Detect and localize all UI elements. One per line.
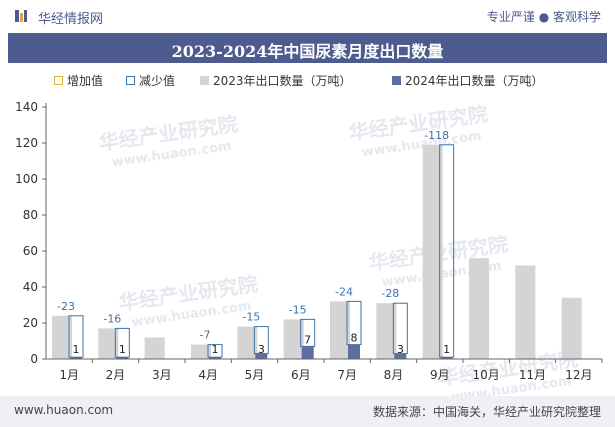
bar-2023 (376, 303, 397, 359)
x-tick-label: 9月 (430, 368, 450, 382)
legend-item-increase: 增加值 (54, 72, 103, 89)
data-label-2024: 8 (351, 332, 358, 345)
y-axis: 0 20 40 60 80 100 120 140 (15, 100, 47, 366)
series-2024-swatch-icon (392, 76, 401, 85)
x-tick-label: 11月 (519, 368, 546, 382)
bar-2024 (209, 357, 221, 359)
x-tick-label: 5月 (245, 368, 265, 382)
bar-2023 (52, 315, 72, 359)
bar-2023 (515, 265, 536, 359)
footer: www.huaon.com 数据来源：中国海关，华经产业研究院整理 (0, 396, 615, 427)
bar-2023 (144, 337, 165, 359)
bar-2024 (70, 357, 82, 359)
data-label-2024: 3 (258, 343, 265, 356)
data-label-2024: 3 (397, 343, 404, 356)
y-tick-label: 60 (23, 244, 38, 258)
x-tick-label: 6月 (291, 368, 311, 382)
y-tick-label: 100 (15, 172, 38, 186)
x-tick-label: 8月 (384, 368, 404, 382)
y-tick-label: 0 (30, 352, 38, 366)
legend-item-2024: 2024年出口数量（万吨） (392, 72, 544, 89)
legend-label-2023: 2023年出口数量（万吨） (213, 74, 352, 88)
x-tick-label: 7月 (337, 368, 357, 382)
decrease-label: -24 (335, 285, 353, 298)
bar-2023 (422, 144, 443, 359)
data-label-2024: 1 (73, 343, 80, 356)
x-tick-label: 3月 (152, 368, 172, 382)
x-tick-label: 10月 (473, 368, 500, 382)
title-band: 2023-2024年中国尿素月度出口数量 (8, 33, 607, 63)
decrease-label: -118 (424, 129, 449, 142)
bar-2024 (116, 357, 129, 359)
y-tick-label: 120 (15, 136, 38, 150)
x-tick-label: 4月 (198, 368, 218, 382)
brand-name: 华经情报网 (38, 12, 104, 27)
decrease-label: -15 (242, 311, 260, 324)
bar-2023 (561, 297, 582, 359)
bar-chart: 华经产业研究院www.huaon.com华经产业研究院www.huaon.com… (15, 100, 603, 396)
top-bar: 华经情报网 专业严谨 ● 客观科学 (0, 0, 615, 32)
decrease-outline (68, 315, 84, 358)
legend-item-decrease: 减少值 (126, 72, 175, 89)
bar-2023 (237, 326, 258, 359)
bar-2024 (348, 344, 360, 359)
legend-label-increase: 增加值 (67, 74, 104, 88)
decrease-swatch-icon (126, 76, 135, 85)
x-tick-label: 2月 (106, 368, 126, 382)
legend-label-2024: 2024年出口数量（万吨） (405, 74, 544, 88)
decrease-label: -16 (103, 312, 121, 325)
slogan: 专业严谨 ● 客观科学 (486, 10, 601, 24)
data-label-2024: 7 (304, 333, 311, 346)
decrease-label: -15 (289, 303, 307, 316)
decrease-outline (114, 327, 130, 358)
y-tick-label: 140 (15, 100, 38, 114)
data-label-2024: 1 (212, 343, 219, 356)
bar-2024 (301, 346, 314, 359)
bar-2023 (469, 258, 489, 359)
bar-2023 (330, 301, 350, 359)
decrease-label: -7 (200, 329, 211, 342)
y-tick-label: 20 (23, 316, 38, 330)
y-tick-label: 80 (23, 208, 38, 222)
x-axis: 1月 2月 3月 4月 5月 6月 7月 8月 9月 10月 11月 12月 (46, 358, 603, 382)
series-2023-swatch-icon (200, 76, 209, 85)
increase-swatch-icon (54, 76, 63, 85)
legend-item-2023: 2023年出口数量（万吨） (200, 72, 352, 89)
bar-2023 (283, 319, 304, 359)
bar-2023 (191, 344, 211, 359)
bar-2024 (255, 353, 268, 359)
bar-2024 (440, 357, 453, 359)
chart-title: 2023-2024年中国尿素月度出口数量 (171, 42, 444, 61)
data-label-2024: 1 (119, 343, 126, 356)
bar-2024 (394, 353, 407, 359)
footer-source: 数据来源：中国海关，华经产业研究院整理 (372, 405, 601, 419)
x-tick-label: 12月 (565, 368, 592, 382)
decrease-label: -28 (381, 287, 399, 300)
data-label-2024: 1 (443, 343, 450, 356)
y-tick-label: 40 (23, 280, 38, 294)
legend: 增加值 减少值 2023年出口数量（万吨） 2024年出口数量（万吨） (0, 68, 615, 90)
legend-label-decrease: 减少值 (139, 74, 176, 88)
x-tick-label: 1月 (59, 368, 79, 382)
huajing-logo-icon (15, 10, 27, 22)
decrease-label: -23 (57, 300, 75, 313)
footer-website-link[interactable]: www.huaon.com (14, 403, 114, 417)
bar-2023 (98, 328, 119, 359)
